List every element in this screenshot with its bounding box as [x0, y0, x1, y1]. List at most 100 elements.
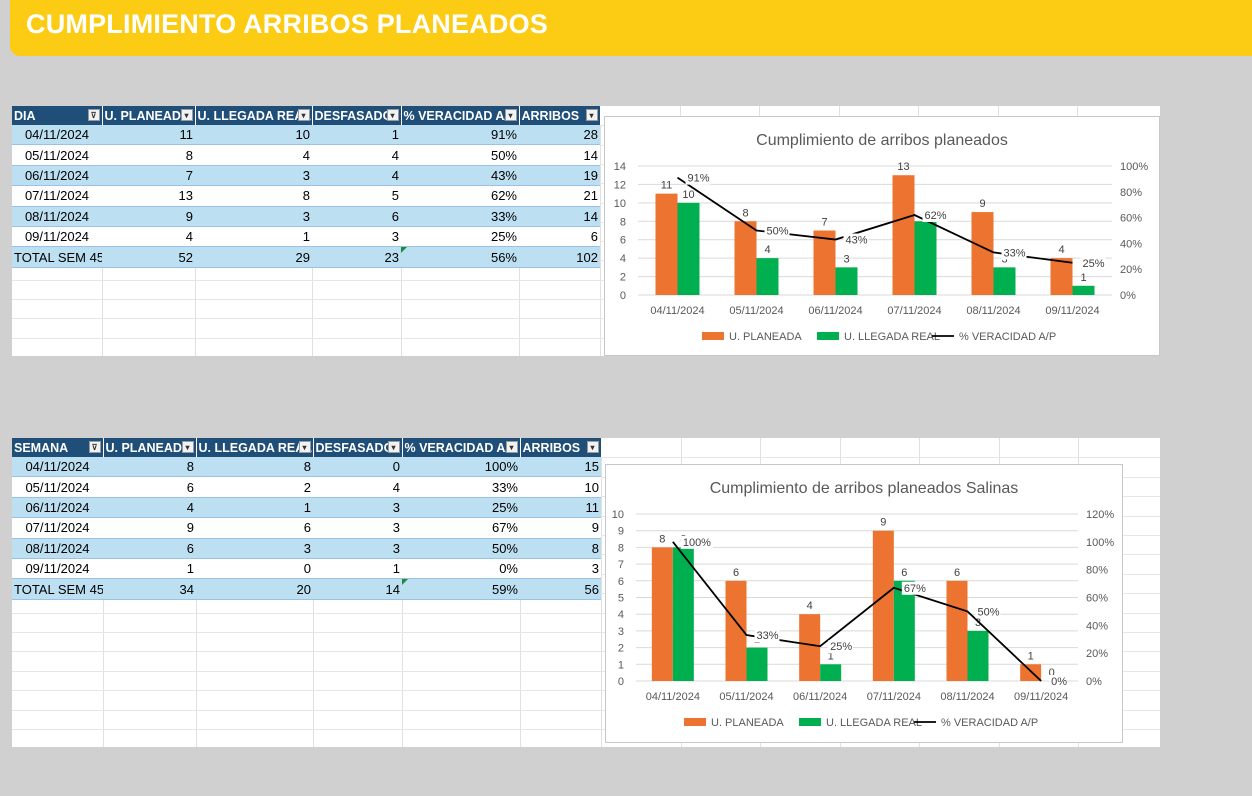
value-cell[interactable]: 14 — [519, 206, 600, 227]
value-cell[interactable]: 8 — [196, 457, 313, 478]
value-cell[interactable]: 8 — [520, 538, 601, 559]
value-cell[interactable]: 6 — [103, 476, 196, 498]
table-row[interactable]: 08/11/2024 6 3 3 50% 8 — [12, 538, 601, 559]
value-cell[interactable]: 25% — [401, 226, 519, 248]
value-cell[interactable]: 1 — [313, 558, 402, 580]
total-row[interactable]: TOTAL SEM 45 52 29 23 56% 102 — [12, 246, 600, 268]
total-value-cell[interactable]: 34 — [103, 578, 196, 600]
value-cell[interactable]: 91% — [401, 125, 519, 146]
value-cell[interactable]: 43% — [401, 165, 519, 187]
column-header[interactable]: DIA ⊽ — [12, 106, 103, 125]
value-cell[interactable]: 4 — [103, 497, 196, 519]
value-cell[interactable]: 50% — [402, 538, 520, 559]
date-cell[interactable]: 07/11/2024 — [12, 185, 102, 207]
value-cell[interactable]: 3 — [312, 226, 401, 248]
table-row[interactable]: 08/11/2024 9 3 6 33% 14 — [12, 206, 600, 227]
total-value-cell[interactable]: 29 — [195, 246, 312, 268]
total-value-cell[interactable]: 102 — [519, 246, 600, 268]
column-header[interactable]: ARRIBOS ▾ — [520, 438, 602, 457]
value-cell[interactable]: 7 — [102, 165, 195, 187]
total-value-cell[interactable]: 52 — [102, 246, 195, 268]
value-cell[interactable]: 28 — [519, 125, 600, 146]
total-value-cell[interactable]: 59% — [402, 578, 520, 600]
value-cell[interactable]: 4 — [312, 144, 401, 166]
value-cell[interactable]: 0 — [313, 457, 402, 478]
total-value-cell[interactable]: 14 — [313, 578, 402, 600]
value-cell[interactable]: 50% — [401, 144, 519, 166]
date-cell[interactable]: 09/11/2024 — [12, 558, 103, 580]
value-cell[interactable]: 25% — [402, 497, 520, 519]
column-header[interactable]: U. PLANEADA ▾ — [102, 106, 196, 125]
filter-dropdown-icon[interactable]: ▾ — [504, 109, 517, 121]
filter-dropdown-icon[interactable]: ▾ — [298, 441, 311, 453]
filter-dropdown-icon[interactable]: ▾ — [387, 441, 400, 453]
value-cell[interactable]: 6 — [196, 517, 313, 539]
value-cell[interactable]: 8 — [103, 457, 196, 478]
filter-dropdown-icon[interactable]: ▾ — [386, 109, 399, 121]
value-cell[interactable]: 6 — [103, 538, 196, 559]
date-cell[interactable]: 05/11/2024 — [12, 144, 102, 166]
column-header[interactable]: U. LLEGADA REAL ▾ — [196, 438, 314, 457]
value-cell[interactable]: 5 — [312, 185, 401, 207]
filter-sort-icon[interactable]: ⊽ — [87, 109, 100, 121]
arribos-table[interactable]: DIA ⊽ U. PLANEADA ▾ U. LLEGADA REAL ▾ DESFASAD… — [12, 106, 601, 268]
chart-cumplimiento[interactable]: Cumplimiento de arribos planeados 0 2 4 6 8 10… — [604, 116, 1160, 356]
error-indicator-icon[interactable] — [402, 579, 408, 586]
total-value-cell[interactable]: 56 — [520, 578, 601, 600]
value-cell[interactable]: 11 — [520, 497, 601, 519]
total-row[interactable]: TOTAL SEM 45 34 20 14 59% 56 — [12, 578, 601, 600]
date-cell[interactable]: 06/11/2024 — [12, 497, 103, 519]
value-cell[interactable]: 4 — [312, 165, 401, 187]
filter-dropdown-icon[interactable]: ▾ — [585, 109, 598, 121]
value-cell[interactable]: 1 — [196, 497, 313, 519]
value-cell[interactable]: 8 — [102, 144, 195, 166]
value-cell[interactable]: 4 — [102, 226, 195, 248]
date-cell[interactable]: 08/11/2024 — [12, 538, 103, 559]
table-row[interactable]: 05/11/2024 6 2 4 33% 10 — [12, 476, 601, 498]
value-cell[interactable]: 1 — [312, 125, 401, 146]
value-cell[interactable]: 19 — [519, 165, 600, 187]
value-cell[interactable]: 0 — [196, 558, 313, 580]
value-cell[interactable]: 11 — [102, 125, 195, 146]
column-header[interactable]: % VERACIDAD A/P ▾ — [402, 438, 521, 457]
value-cell[interactable]: 4 — [195, 144, 312, 166]
value-cell[interactable]: 13 — [102, 185, 195, 207]
table-row[interactable]: 07/11/2024 13 8 5 62% 21 — [12, 185, 600, 207]
value-cell[interactable]: 3 — [313, 517, 402, 539]
value-cell[interactable]: 33% — [401, 206, 519, 227]
value-cell[interactable]: 3 — [313, 497, 402, 519]
table-row[interactable]: 09/11/2024 1 0 1 0% 3 — [12, 558, 601, 580]
value-cell[interactable]: 62% — [401, 185, 519, 207]
table-row[interactable]: 09/11/2024 4 1 3 25% 6 — [12, 226, 600, 248]
value-cell[interactable]: 9 — [103, 517, 196, 539]
value-cell[interactable]: 15 — [520, 457, 601, 478]
column-header[interactable]: U. LLEGADA REAL ▾ — [195, 106, 313, 125]
filter-dropdown-icon[interactable]: ▾ — [297, 109, 310, 121]
value-cell[interactable]: 6 — [312, 206, 401, 227]
salinas-table[interactable]: SEMANA ⊽ U. PLANEADA ▾ U. LLEGADA REAL ▾ DESFA… — [12, 438, 602, 600]
table-row[interactable]: 07/11/2024 9 6 3 67% 9 — [12, 517, 601, 539]
date-cell[interactable]: 05/11/2024 — [12, 476, 103, 498]
value-cell[interactable]: 21 — [519, 185, 600, 207]
date-cell[interactable]: 09/11/2024 — [12, 226, 102, 248]
value-cell[interactable]: 9 — [520, 517, 601, 539]
value-cell[interactable]: 3 — [196, 538, 313, 559]
table-row[interactable]: 06/11/2024 4 1 3 25% 11 — [12, 497, 601, 519]
value-cell[interactable]: 3 — [313, 538, 402, 559]
table-row[interactable]: 06/11/2024 7 3 4 43% 19 — [12, 165, 600, 187]
filter-dropdown-icon[interactable]: ▾ — [586, 441, 599, 453]
value-cell[interactable]: 3 — [520, 558, 601, 580]
value-cell[interactable]: 1 — [195, 226, 312, 248]
table-row[interactable]: 04/11/2024 8 8 0 100% 15 — [12, 457, 601, 478]
total-value-cell[interactable]: 20 — [196, 578, 313, 600]
column-header[interactable]: DESFASADO ▾ — [313, 438, 403, 457]
chart-salinas[interactable]: Cumplimiento de arribos planeados Salina… — [605, 464, 1123, 743]
value-cell[interactable]: 14 — [519, 144, 600, 166]
value-cell[interactable]: 10 — [195, 125, 312, 146]
date-cell[interactable]: 06/11/2024 — [12, 165, 102, 187]
table-row[interactable]: 05/11/2024 8 4 4 50% 14 — [12, 144, 600, 166]
value-cell[interactable]: 0% — [402, 558, 520, 580]
filter-dropdown-icon[interactable]: ▾ — [505, 441, 518, 453]
table-row[interactable]: 04/11/2024 11 10 1 91% 28 — [12, 125, 600, 146]
date-cell[interactable]: 08/11/2024 — [12, 206, 102, 227]
